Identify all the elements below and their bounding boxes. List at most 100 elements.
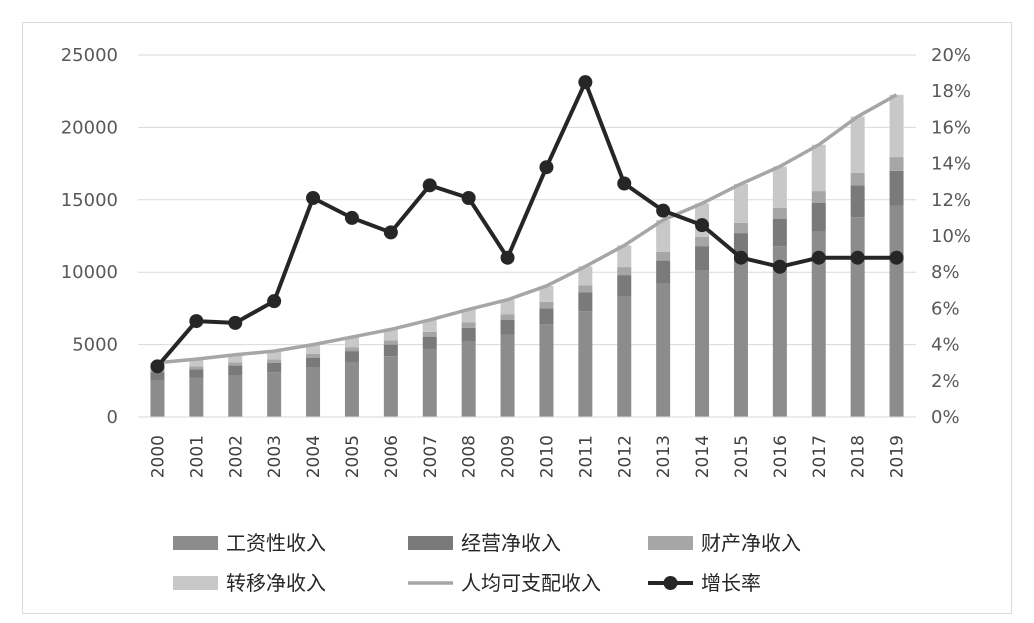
- y-left-tick-label: 20000: [61, 117, 118, 138]
- y-left-tick-label: 10000: [61, 262, 118, 283]
- line-marker: [150, 359, 165, 374]
- bar-segment: [422, 319, 437, 332]
- y-right-tick-label: 2%: [931, 371, 960, 392]
- bar-segment: [656, 220, 671, 252]
- line-marker: [656, 203, 671, 218]
- line-marker: [811, 250, 826, 265]
- legend-label: 人均可支配收入: [461, 571, 601, 595]
- line-marker: [617, 176, 632, 191]
- bar-segment: [733, 183, 748, 223]
- bar-segment: [500, 314, 515, 320]
- bar-segment: [539, 301, 554, 309]
- line-marker: [228, 315, 243, 330]
- bar-segment: [500, 334, 515, 417]
- x-tick-label: 2008: [460, 435, 480, 478]
- line-marker: [889, 250, 904, 265]
- x-tick-label: 2004: [304, 435, 324, 478]
- bar-segment: [228, 365, 243, 376]
- bar-segment: [306, 357, 321, 368]
- bar-segment: [850, 173, 865, 186]
- bar-segment: [811, 202, 826, 232]
- line-marker: [267, 294, 282, 309]
- bar-segment: [228, 362, 243, 366]
- bar-segment: [695, 246, 710, 271]
- bar-segment: [889, 170, 904, 206]
- legend-label: 转移净收入: [226, 571, 326, 595]
- bar-segment: [695, 270, 710, 417]
- bar-segment: [656, 260, 671, 284]
- x-tick-label: 2000: [148, 435, 168, 478]
- x-axis: 2000 2001 2002 2003 2004 2005 2006 2007 2008 2009…: [138, 416, 916, 478]
- series-line: [157, 93, 898, 365]
- y-axis-left: 0 5000 10000 15000 20000 25000: [61, 45, 118, 428]
- line-marker: [772, 259, 787, 274]
- bar-segment: [850, 217, 865, 417]
- bar-segment: [150, 372, 165, 381]
- bar-segment: [383, 344, 398, 357]
- bar-segment: [461, 341, 476, 417]
- bar-segment: [617, 296, 632, 417]
- bar-segment: [850, 185, 865, 218]
- bar-segment: [189, 377, 204, 417]
- bar-segment: [306, 354, 321, 358]
- y-right-tick-label: 16%: [931, 117, 971, 138]
- x-tick-label: 2007: [421, 435, 441, 478]
- bar-segment: [344, 361, 359, 417]
- line-marker: [422, 178, 437, 193]
- x-tick-label: 2003: [265, 435, 285, 478]
- bar-segment: [578, 292, 593, 312]
- bar-segment: [422, 336, 437, 349]
- bar-segment: [344, 347, 359, 352]
- bar-segment: [383, 356, 398, 417]
- y-right-tick-label: 18%: [931, 81, 971, 102]
- legend-label: 工资性收入: [226, 531, 326, 555]
- x-tick-label: 2001: [187, 435, 207, 478]
- legend-swatch: [173, 576, 218, 590]
- bar-segment: [811, 144, 826, 192]
- chart-frame: 0 5000 10000 15000 20000 25000 0% 2% 4% 6% 8% 10% 1…: [22, 22, 1012, 614]
- line-marker: [578, 75, 593, 90]
- bar-segment: [617, 245, 632, 268]
- bar-segment: [150, 380, 165, 417]
- line-marker: [344, 210, 359, 225]
- bar-segment: [539, 308, 554, 325]
- bar-segment: [306, 367, 321, 417]
- bar-segment: [578, 266, 593, 286]
- line-marker: [461, 190, 476, 205]
- bar-segment: [656, 251, 671, 261]
- bar-segment: [889, 94, 904, 158]
- bar-segment: [772, 166, 787, 208]
- line-marker: [189, 314, 204, 329]
- y-left-tick-label: 25000: [61, 45, 118, 66]
- bar-segment: [461, 322, 476, 328]
- legend-label: 增长率: [701, 571, 761, 595]
- line-marker: [539, 160, 554, 175]
- chart: 0 5000 10000 15000 20000 25000 0% 2% 4% 6% 8% 10% 1…: [61, 45, 971, 595]
- bar-segment: [695, 236, 710, 247]
- bar-segment: [500, 319, 515, 335]
- x-tick-label: 2010: [537, 435, 557, 478]
- bar-segment: [461, 327, 476, 342]
- line-marker: [695, 218, 710, 233]
- bar-segment: [189, 369, 204, 378]
- y-left-tick-label: 0: [107, 407, 118, 428]
- bar-segment: [267, 372, 282, 417]
- y-right-tick-label: 6%: [931, 298, 960, 319]
- bar-segment: [539, 285, 554, 302]
- bar-segment: [617, 275, 632, 297]
- x-tick-label: 2019: [888, 435, 908, 478]
- x-tick-label: 2015: [732, 435, 752, 478]
- bar-segment: [578, 311, 593, 417]
- bar-segment: [461, 309, 476, 323]
- bar-segment: [267, 362, 282, 373]
- x-tick-label: 2016: [771, 435, 791, 478]
- bar-segment: [306, 344, 321, 355]
- x-tick-label: 2006: [382, 435, 402, 478]
- y-left-tick-label: 5000: [72, 335, 118, 356]
- bar-segment: [889, 157, 904, 171]
- x-tick-label: 2011: [576, 435, 596, 478]
- bar-segment: [383, 340, 398, 345]
- bar-segment: [344, 337, 359, 348]
- x-tick-label: 2017: [810, 435, 830, 478]
